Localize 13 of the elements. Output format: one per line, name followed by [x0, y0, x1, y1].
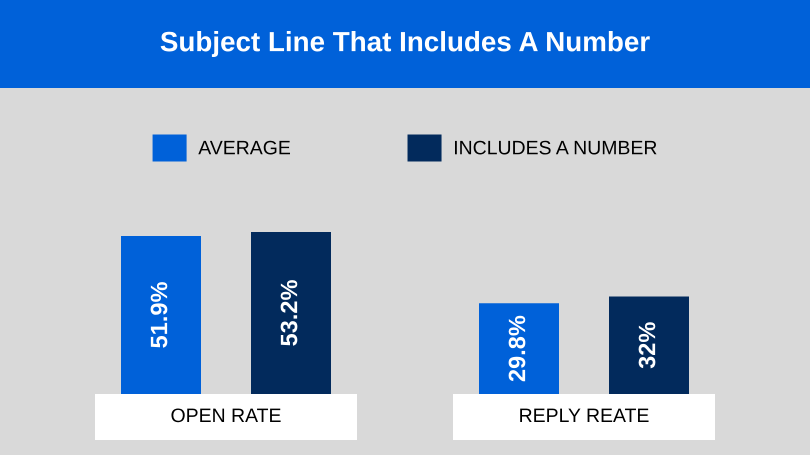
data-label: 51.9%	[150, 282, 168, 348]
legend-label: AVERAGE	[198, 140, 290, 154]
chart-title: Subject Line That Includes A Number	[160, 31, 650, 57]
legend-label: INCLUDES A NUMBER	[455, 140, 657, 154]
bar	[251, 232, 331, 394]
data-label: 29.8%	[508, 316, 526, 382]
bar	[121, 236, 201, 394]
data-label: 32%	[638, 322, 656, 368]
x-tick-label: REPLY REATE	[520, 408, 649, 422]
bar	[479, 303, 559, 394]
bar	[609, 296, 689, 394]
data-label: 53.2%	[280, 280, 298, 346]
x-tick-label: OPEN RATE	[171, 408, 281, 422]
